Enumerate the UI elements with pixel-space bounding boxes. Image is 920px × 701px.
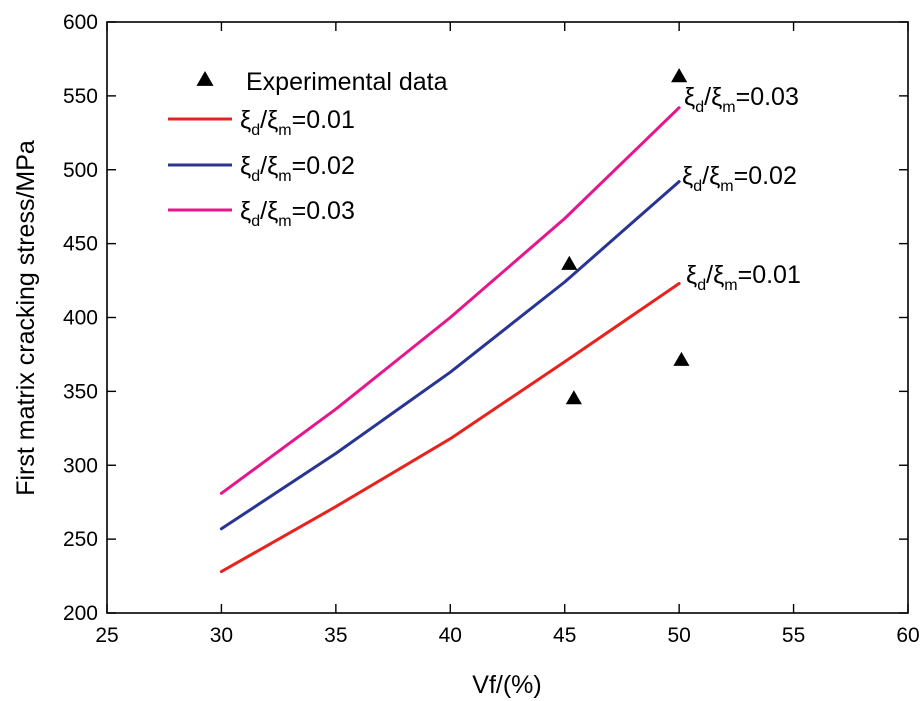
- x-tick-label: 60: [896, 624, 919, 647]
- series-line-3: [219, 106, 681, 495]
- y-tick-label: 350: [63, 380, 98, 403]
- line-annotations: ξd/ξm=0.03 ξd/ξm=0.02 ξd/ξm=0.01: [682, 83, 801, 294]
- legend-label-2: ξd/ξm=0.02: [240, 152, 355, 185]
- experimental-point: [671, 68, 688, 83]
- experimental-point: [561, 255, 578, 270]
- x-tick-label: 50: [667, 624, 690, 647]
- annotation-3: ξd/ξm=0.01: [686, 261, 801, 294]
- experimental-point: [673, 351, 690, 366]
- experimental-markers: [561, 68, 690, 405]
- y-axis-title: First matrix cracking stress/MPa: [12, 140, 40, 496]
- experimental-point: [565, 390, 582, 405]
- legend-label-experimental: Experimental data: [246, 68, 448, 96]
- y-tick-label: 250: [63, 528, 98, 551]
- legend-label-1: ξd/ξm=0.01: [240, 106, 355, 139]
- x-tick-label: 35: [324, 624, 347, 647]
- series-lines: [219, 106, 681, 574]
- y-tick-label: 300: [63, 454, 98, 477]
- series-line-2: [219, 180, 681, 531]
- x-tick-label: 25: [95, 624, 118, 647]
- x-tick-label: 30: [210, 624, 233, 647]
- y-tick-label: 200: [63, 602, 98, 625]
- y-tick-label: 550: [63, 85, 98, 108]
- x-tick-label: 55: [782, 624, 805, 647]
- y-tick-label: 450: [63, 233, 98, 256]
- series-line-1: [219, 282, 681, 574]
- y-tick-label: 400: [63, 307, 98, 330]
- legend-label-3: ξd/ξm=0.03: [240, 197, 355, 230]
- annotation-2: ξd/ξm=0.02: [682, 162, 797, 195]
- annotation-1: ξd/ξm=0.03: [684, 83, 799, 116]
- legend-marker-experimental: [196, 71, 214, 86]
- x-tick-label: 45: [553, 624, 576, 647]
- y-tick-label: 600: [63, 11, 98, 34]
- x-axis-title: Vf/(%): [472, 671, 541, 699]
- axis-ticks: 25 30 35 40 45 50 55 60 200 250 300 350 400 450 500 550…: [63, 11, 920, 647]
- legend: Experimental data ξd/ξm=0.01 ξd/ξm=0.02 ξd/…: [168, 68, 448, 230]
- x-tick-label: 40: [439, 624, 462, 647]
- y-tick-label: 500: [63, 159, 98, 182]
